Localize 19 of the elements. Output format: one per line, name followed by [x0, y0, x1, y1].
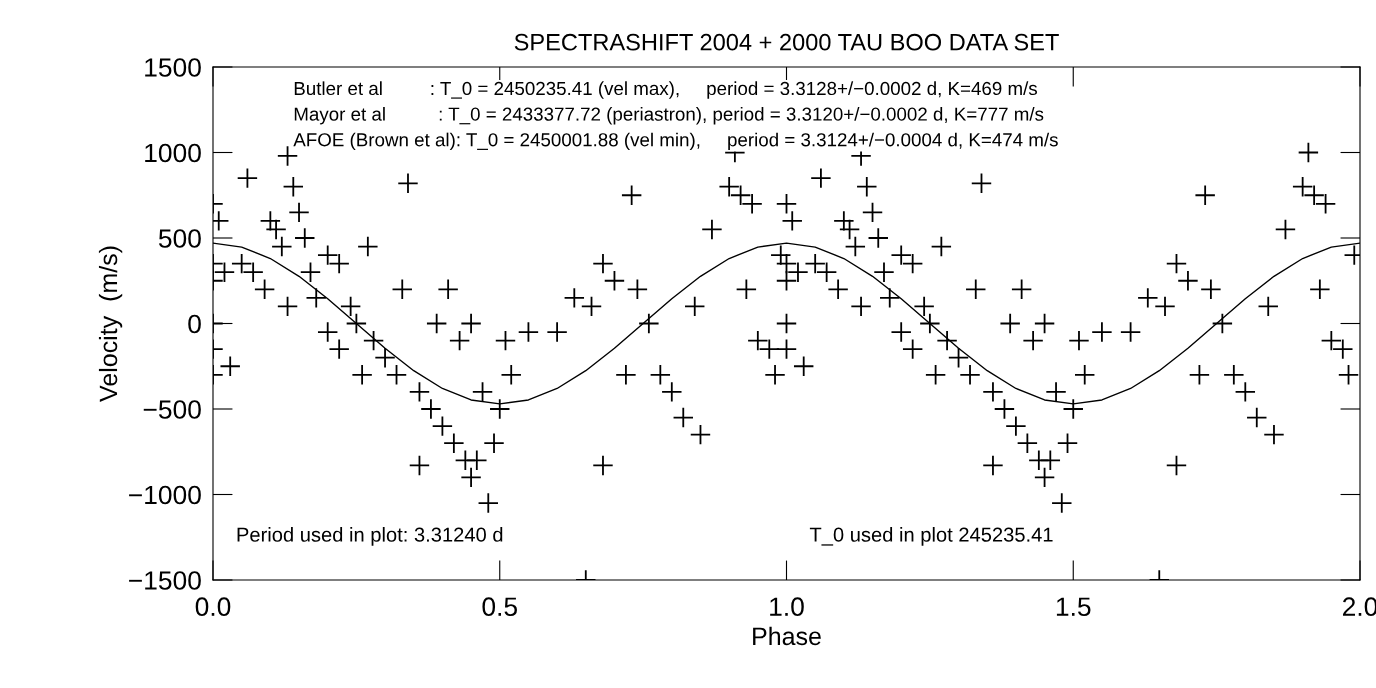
chart-title: SPECTRASHIFT 2004 + 2000 TAU BOO DATA SET	[514, 33, 1059, 51]
x-tick-label: 0.5	[482, 597, 517, 617]
annotation: AFOE (Brown et al): T_0 = 2450001.88 (vel min), period = 3.3124+/−0.0004 d, K=474 m/s	[293, 132, 1058, 151]
annotation: Mayor et al : T_0 = 2433377.72 (periastron), period = 3.3120+/−0.0002 d, K=777 m/s	[294, 107, 1044, 125]
y-axis-title: Velocity (m/s)	[98, 246, 123, 402]
y-tick-label: 500	[158, 229, 201, 248]
x-tick-label: 1.5	[1056, 597, 1091, 617]
y-tick-label: −1000	[129, 485, 201, 505]
x-tick-label: 1.0	[770, 597, 804, 617]
y-tick-label: −500	[143, 400, 201, 419]
y-tick-label: 0	[188, 314, 201, 334]
y-tick-label: 1500	[145, 58, 201, 77]
y-tick-label: 1000	[145, 143, 201, 163]
annotation: T_0 used in plot 245235.41	[809, 527, 1053, 546]
y-tick-label: −1500	[129, 571, 201, 590]
x-axis-title: Phase	[753, 626, 821, 646]
annotation: Period used in plot: 3.31240 d	[237, 527, 503, 546]
x-tick-label: 0.0	[195, 597, 231, 617]
annotation: Butler et al : T_0 = 2450235.41 (vel max), period = 3.3128+/−0.0002 d, K=469 m/s	[294, 81, 1038, 99]
